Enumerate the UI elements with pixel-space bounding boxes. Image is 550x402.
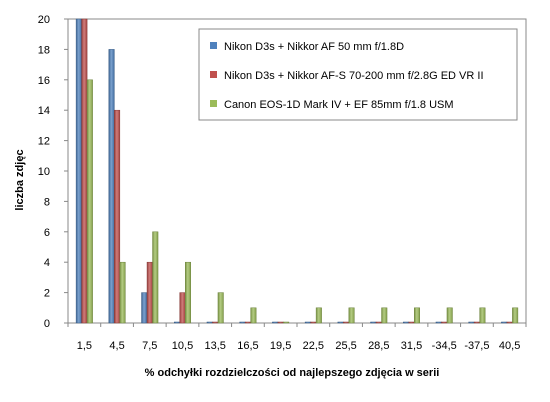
bar-1-7,5	[141, 292, 148, 324]
legend-swatch	[210, 100, 217, 107]
x-tick-label: 4,5	[109, 340, 124, 352]
bar-1--37,5	[468, 321, 475, 324]
bars	[75, 18, 519, 324]
bar-2-25,5	[343, 321, 350, 324]
bar-3--34,5	[446, 307, 453, 324]
y-tick-label: 18	[38, 44, 50, 56]
bar-2-13,5	[212, 321, 219, 324]
bar-3-19,5	[283, 321, 290, 324]
legend-box	[198, 28, 518, 121]
y-axis: 0 2 4 6 8 10 12 14 16 18 20	[38, 14, 68, 330]
y-tick-label: 16	[38, 75, 50, 87]
bar-2-28,5	[375, 321, 382, 324]
x-tick-label: 13,5	[205, 340, 226, 352]
bar-3-1,5	[86, 79, 93, 324]
x-tick-label: 40,5	[499, 340, 520, 352]
legend-label: Nikon D3s + Nikkor AF 50 mm f/1.8D	[224, 41, 404, 53]
legend-label: Canon EOS-1D Mark IV + EF 85mm f/1.8 USM	[224, 99, 454, 111]
bar-3-16,5	[250, 307, 257, 324]
bar-2--34,5	[441, 321, 448, 324]
bar-2-4,5	[114, 109, 121, 324]
bar-1-40,5	[501, 321, 508, 324]
bar-3-4,5	[119, 261, 126, 324]
bar-1-25,5	[337, 321, 344, 324]
x-tick-label: 28,5	[368, 340, 389, 352]
bar-3-13,5	[217, 292, 224, 324]
legend-swatch	[210, 42, 217, 49]
bar-1-4,5	[108, 49, 115, 324]
bar-2--37,5	[473, 321, 480, 324]
bar-3-31,5	[414, 307, 420, 324]
bar-1-10,5	[174, 321, 180, 324]
y-tick-label: 6	[44, 227, 50, 239]
bar-3-25,5	[348, 307, 355, 324]
y-tick-label: 2	[44, 288, 50, 300]
x-tick-label: -37,5	[464, 340, 489, 352]
x-tick-label: 16,5	[237, 340, 258, 352]
y-tick-label: 4	[44, 257, 50, 269]
bar-2-7,5	[146, 261, 153, 324]
x-axis: 1,5 4,5 7,5 10,5 13,5 16,5 19,5 22,5 25,5 28,5 31,…	[67, 323, 527, 352]
x-tick-label: 19,5	[270, 340, 291, 352]
bar-2-40,5	[506, 321, 513, 324]
bar-2-19,5	[277, 321, 284, 324]
x-tick-label: 31,5	[401, 340, 422, 352]
x-tick-label: -34,5	[432, 340, 457, 352]
bar-3-28,5	[381, 307, 388, 324]
bar-3-10,5	[185, 261, 191, 324]
bar-2-10,5	[179, 292, 186, 324]
bar-1-1,5	[75, 18, 82, 324]
bar-2-1,5	[81, 18, 88, 324]
bar-1-19,5	[272, 321, 279, 324]
legend: Nikon D3s + Nikkor AF 50 mm f/1.8D Nikon …	[198, 28, 518, 121]
bar-3-22,5	[315, 307, 322, 324]
bar-2-31,5	[408, 321, 415, 324]
y-tick-label: 10	[38, 166, 50, 178]
x-tick-label: 25,5	[335, 340, 356, 352]
bar-2-16,5	[244, 321, 251, 324]
x-axis-title: % odchyłki rozdzielczości od najlepszego…	[145, 367, 440, 379]
bar-1-16,5	[239, 321, 246, 324]
bar-1--34,5	[435, 321, 442, 324]
bar-2-22,5	[310, 321, 317, 324]
legend-label: Nikon D3s + Nikkor AF-S 70-200 mm f/2.8G…	[224, 70, 484, 82]
x-tick-label: 10,5	[172, 340, 193, 352]
bar-3--37,5	[479, 307, 486, 324]
bar-1-31,5	[403, 321, 409, 324]
y-tick-label: 0	[44, 318, 50, 330]
y-tick-label: 20	[38, 14, 50, 26]
bar-1-13,5	[206, 321, 213, 324]
bar-1-22,5	[304, 321, 311, 324]
y-tick-label: 12	[38, 136, 50, 148]
y-tick-label: 8	[44, 196, 50, 208]
bar-1-28,5	[370, 321, 377, 324]
bar-3-40,5	[512, 307, 519, 324]
y-tick-label: 14	[38, 105, 50, 117]
x-tick-label: 22,5	[303, 340, 324, 352]
y-axis-title: liczba zdjęc	[14, 149, 26, 210]
x-tick-label: 7,5	[142, 340, 157, 352]
x-tick-label: 1,5	[77, 340, 92, 352]
bar-3-7,5	[152, 231, 159, 324]
legend-swatch	[210, 71, 217, 78]
